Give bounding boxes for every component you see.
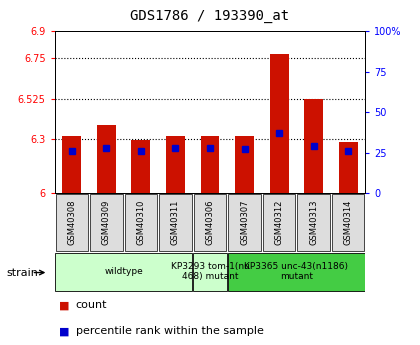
- Bar: [235, 136, 254, 193]
- Bar: [131, 140, 150, 193]
- Text: GSM40312: GSM40312: [275, 200, 284, 245]
- Text: ■: ■: [59, 300, 69, 310]
- Text: percentile rank within the sample: percentile rank within the sample: [76, 326, 263, 336]
- FancyBboxPatch shape: [90, 194, 123, 251]
- Bar: [63, 136, 81, 193]
- Text: KP3293 tom-1(nu
468) mutant: KP3293 tom-1(nu 468) mutant: [171, 262, 249, 282]
- Text: KP3365 unc-43(n1186)
mutant: KP3365 unc-43(n1186) mutant: [244, 262, 348, 282]
- Text: GSM40313: GSM40313: [309, 200, 318, 245]
- FancyBboxPatch shape: [55, 253, 192, 291]
- Text: GSM40314: GSM40314: [344, 200, 353, 245]
- Bar: [166, 136, 185, 193]
- Text: GSM40311: GSM40311: [171, 200, 180, 245]
- Text: GSM40308: GSM40308: [67, 200, 76, 245]
- FancyBboxPatch shape: [194, 194, 226, 251]
- Text: ■: ■: [59, 326, 69, 336]
- FancyBboxPatch shape: [159, 194, 192, 251]
- Text: GSM40306: GSM40306: [205, 200, 215, 245]
- Bar: [97, 125, 116, 193]
- Text: GSM40309: GSM40309: [102, 200, 111, 245]
- Bar: [270, 53, 289, 193]
- Text: GSM40307: GSM40307: [240, 200, 249, 245]
- FancyBboxPatch shape: [55, 194, 88, 251]
- FancyBboxPatch shape: [332, 194, 365, 251]
- FancyBboxPatch shape: [263, 194, 295, 251]
- Bar: [304, 99, 323, 193]
- Bar: [339, 142, 357, 193]
- FancyBboxPatch shape: [228, 194, 261, 251]
- FancyBboxPatch shape: [228, 253, 365, 291]
- FancyBboxPatch shape: [125, 194, 157, 251]
- Text: count: count: [76, 300, 107, 310]
- Bar: [200, 136, 220, 193]
- FancyBboxPatch shape: [297, 194, 330, 251]
- Text: GDS1786 / 193390_at: GDS1786 / 193390_at: [131, 9, 289, 22]
- FancyBboxPatch shape: [194, 253, 226, 291]
- Text: strain: strain: [6, 268, 38, 277]
- Text: GSM40310: GSM40310: [136, 200, 145, 245]
- Text: wildtype: wildtype: [104, 267, 143, 276]
